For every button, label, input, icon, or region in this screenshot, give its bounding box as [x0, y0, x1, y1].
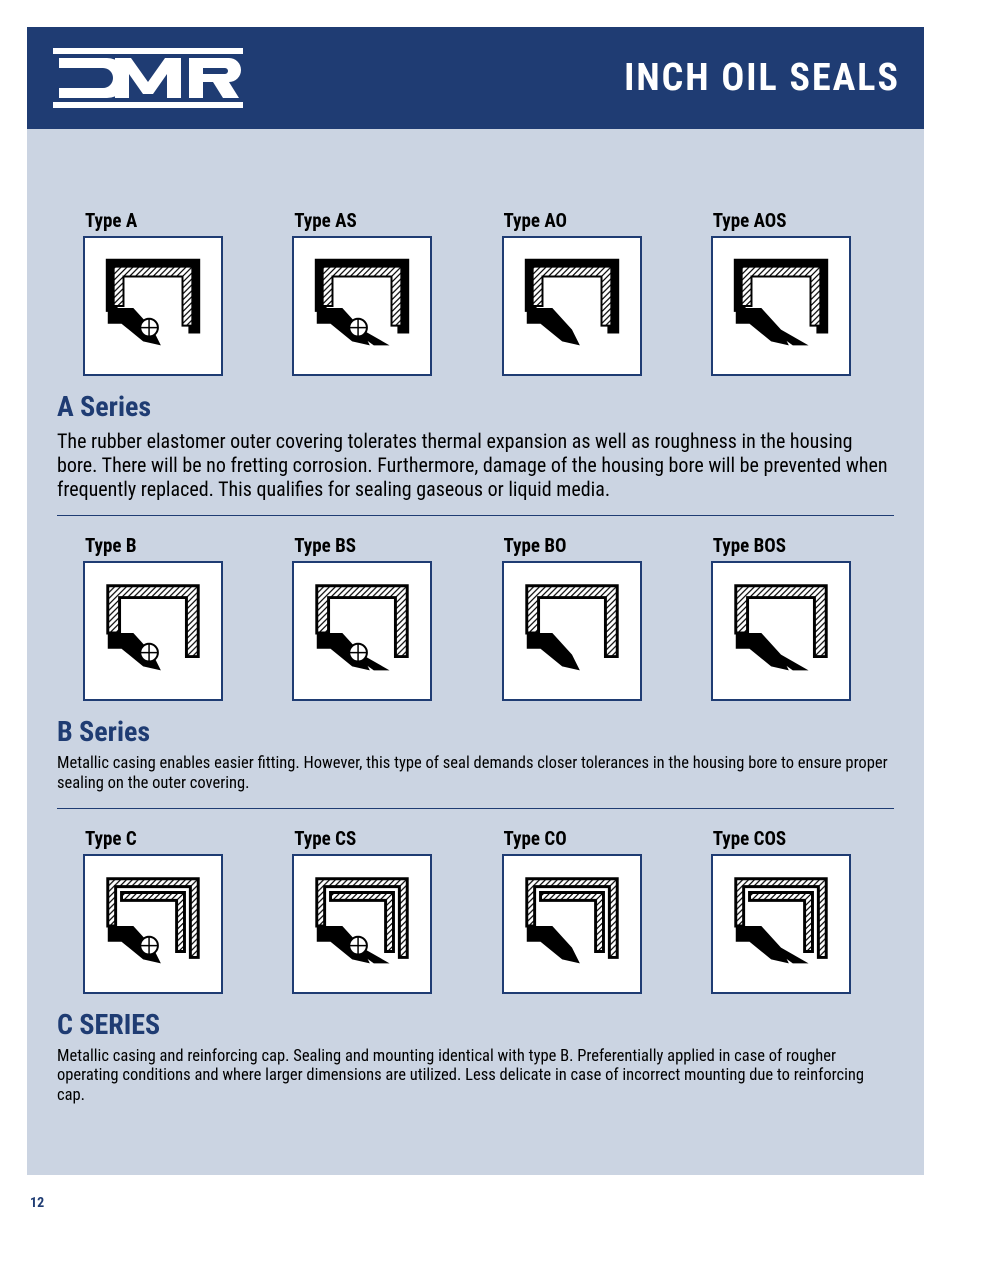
page-title: INCH OIL SEALS	[624, 56, 900, 100]
type-label: Type AOS	[713, 209, 787, 232]
seal-diagram-icon	[83, 854, 223, 994]
seal-diagram-icon	[502, 561, 642, 701]
type-label: Type AO	[504, 209, 568, 232]
type-label: Type CS	[294, 827, 356, 850]
seal-diagram-icon	[83, 561, 223, 701]
series-title-a: A Series	[57, 390, 894, 423]
type-row-a: Type A Type AS Type AO Type AOS	[57, 209, 894, 376]
page-number: 12	[30, 1195, 989, 1211]
seal-diagram-icon	[292, 854, 432, 994]
type-label: Type B	[85, 534, 137, 557]
divider	[57, 808, 894, 809]
type-label: Type AS	[294, 209, 357, 232]
series-desc-a: The rubber elastomer outer covering tole…	[57, 429, 894, 501]
type-label: Type C	[85, 827, 137, 850]
type-label: Type BOS	[713, 534, 786, 557]
type-cell-a-0: Type A	[57, 209, 266, 376]
catalog-page: INCH OIL SEALS Type A Type AS Type AO	[27, 27, 924, 1175]
seal-diagram-icon	[711, 854, 851, 994]
page-header: INCH OIL SEALS	[27, 27, 924, 129]
type-label: Type A	[85, 209, 137, 232]
series-title-c: C SERIES	[57, 1008, 894, 1041]
divider	[57, 515, 894, 516]
type-cell-a-2: Type AO	[476, 209, 685, 376]
seal-diagram-icon	[83, 236, 223, 376]
series-desc-b: Metallic casing enables easier fitting. …	[57, 754, 894, 794]
type-label: Type BS	[294, 534, 356, 557]
seal-diagram-icon	[711, 561, 851, 701]
type-label: Type BO	[504, 534, 567, 557]
type-cell-b-3: Type BOS	[685, 534, 894, 701]
seal-diagram-icon	[502, 854, 642, 994]
series-desc-c: Metallic casing and reinforcing cap. Sea…	[57, 1047, 894, 1106]
dmr-logo	[53, 48, 243, 108]
seal-diagram-icon	[292, 236, 432, 376]
type-cell-c-1: Type CS	[266, 827, 475, 994]
type-cell-c-0: Type C	[57, 827, 266, 994]
type-cell-b-1: Type BS	[266, 534, 475, 701]
type-cell-c-3: Type COS	[685, 827, 894, 994]
seal-diagram-icon	[292, 561, 432, 701]
type-row-c: Type C Type CS Type CO Type COS	[57, 827, 894, 994]
type-cell-a-3: Type AOS	[685, 209, 894, 376]
page-content: Type A Type AS Type AO Type AOS	[27, 129, 924, 1140]
type-cell-b-2: Type BO	[476, 534, 685, 701]
seal-diagram-icon	[711, 236, 851, 376]
type-label: Type COS	[713, 827, 786, 850]
type-cell-c-2: Type CO	[476, 827, 685, 994]
type-label: Type CO	[504, 827, 567, 850]
type-row-b: Type B Type BS Type BO Type BOS	[57, 534, 894, 701]
type-cell-b-0: Type B	[57, 534, 266, 701]
seal-diagram-icon	[502, 236, 642, 376]
type-cell-a-1: Type AS	[266, 209, 475, 376]
series-title-b: B Series	[57, 715, 894, 748]
